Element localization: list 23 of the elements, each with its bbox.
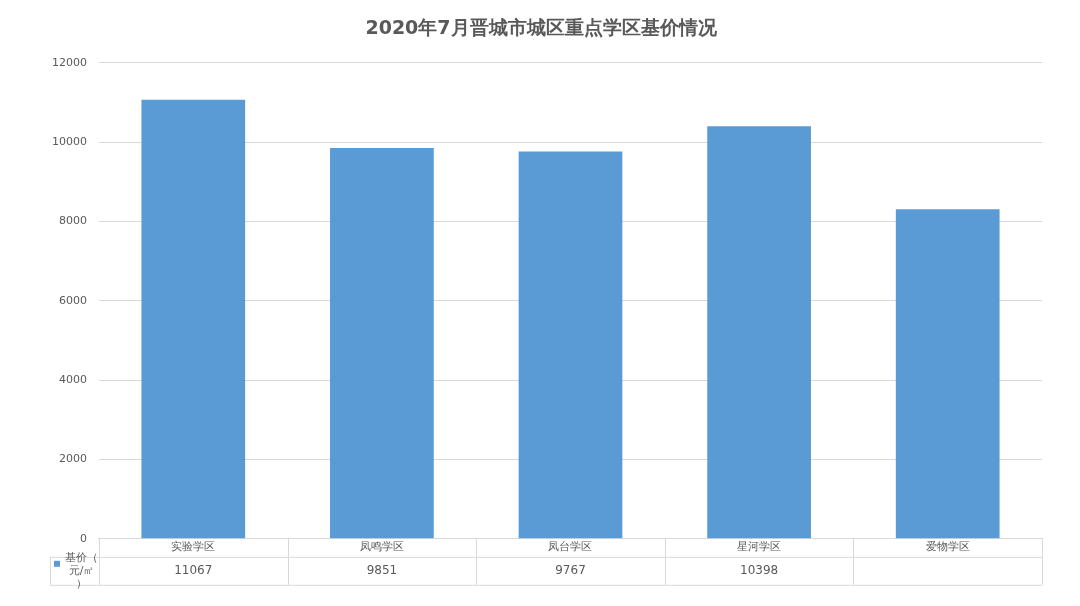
bar	[707, 126, 811, 539]
chart-title: 2020年7月晋城市城区重点学区基价情况	[365, 16, 718, 39]
bar	[895, 209, 1000, 539]
x-tick-label: 星河学区	[737, 540, 782, 554]
y-tick-label: 0	[79, 531, 87, 545]
x-tick-label: 凤鸣学区	[359, 540, 404, 554]
x-tick-label: 爱物学区	[925, 540, 970, 554]
bar	[518, 151, 623, 539]
bar	[330, 148, 434, 539]
data-label: 10398	[740, 562, 779, 577]
y-tick-label: 10000	[51, 134, 87, 148]
data-label: 11067	[174, 562, 213, 577]
y-tick-label: 8000	[58, 214, 87, 228]
x-tick-label: 凤台学区	[548, 540, 593, 554]
legend-label: 基价（元/㎡）	[65, 550, 98, 590]
data-label: 9851	[366, 562, 398, 577]
x-tick-label: 实验学区	[171, 540, 216, 554]
bar	[141, 99, 246, 539]
data-label: 9767	[555, 562, 586, 577]
y-tick-label: 2000	[58, 452, 87, 466]
y-tick-label: 12000	[51, 55, 87, 69]
y-tick-label: 6000	[58, 293, 87, 307]
y-tick-label: 4000	[58, 372, 87, 386]
